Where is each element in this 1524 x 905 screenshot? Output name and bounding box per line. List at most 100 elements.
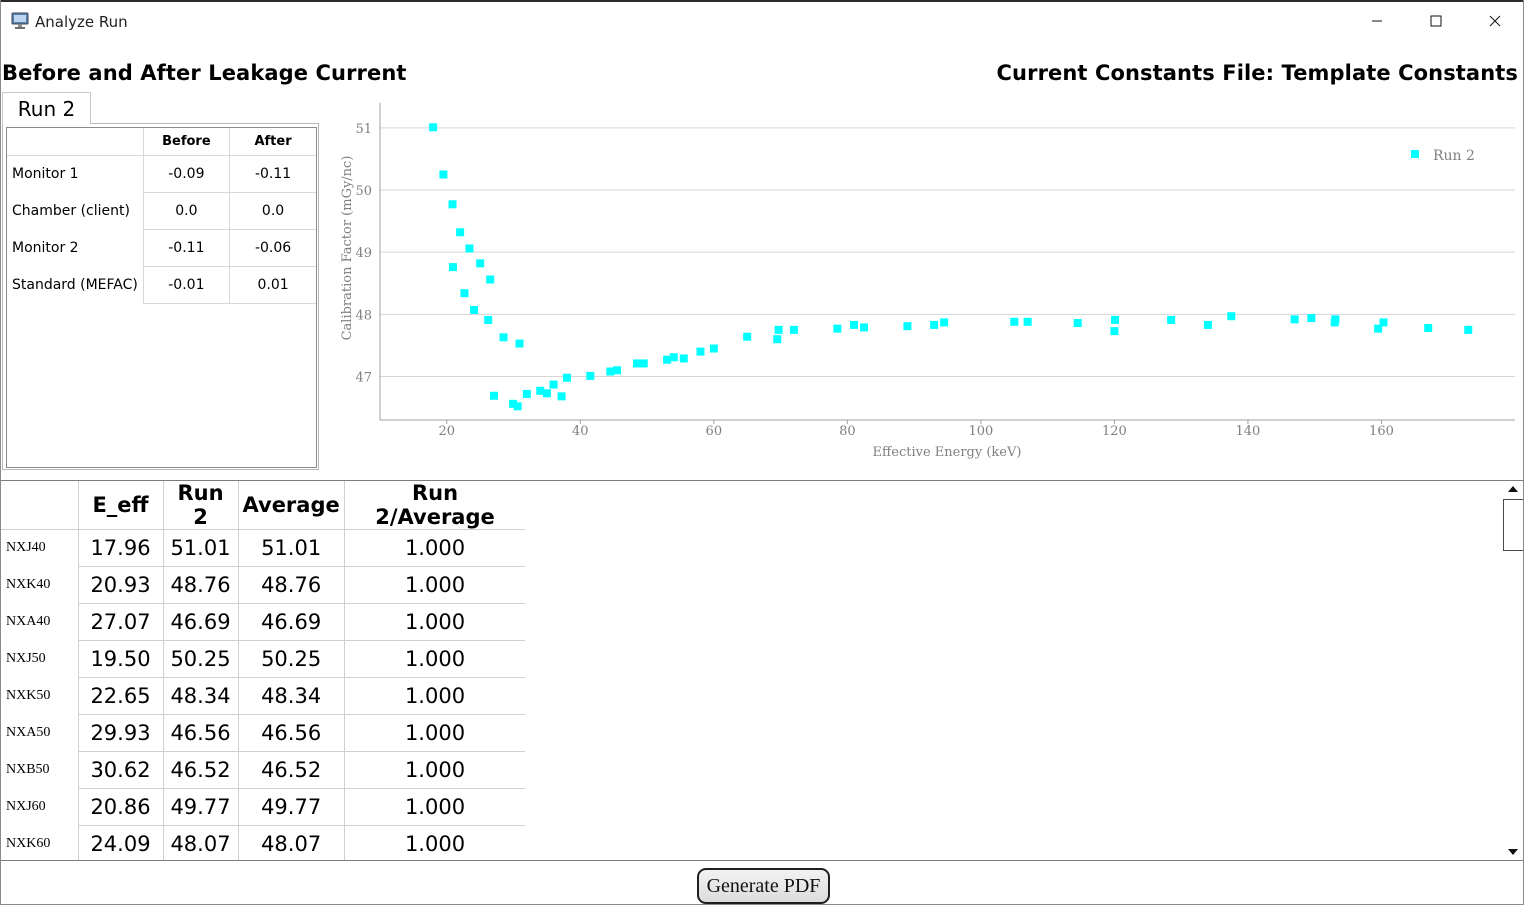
scatter-point[interactable]	[1167, 315, 1176, 324]
column-header-average[interactable]: Average	[237, 481, 345, 530]
table-row[interactable]: NXB50 30.62 46.52 46.52 1.000	[0, 751, 526, 789]
scatter-point[interactable]	[850, 320, 859, 329]
run-cell[interactable]: 46.69	[162, 603, 238, 641]
scatter-point[interactable]	[515, 339, 524, 348]
scatter-point[interactable]	[940, 318, 949, 327]
row-header[interactable]: NXK50	[6, 688, 51, 703]
scatter-point[interactable]	[930, 320, 939, 329]
run-cell[interactable]: 48.07	[162, 825, 238, 860]
scatter-point[interactable]	[1023, 317, 1032, 326]
scatter-point[interactable]	[513, 402, 522, 411]
scatter-point[interactable]	[1374, 324, 1383, 333]
leakage-before-cell[interactable]: 0.0	[142, 192, 230, 230]
scatter-point[interactable]	[709, 344, 718, 353]
average-cell[interactable]: 48.07	[237, 825, 345, 860]
scatter-point[interactable]	[633, 359, 642, 368]
leakage-before-cell[interactable]: -0.01	[142, 266, 230, 304]
scroll-down-arrow-icon[interactable]	[1507, 846, 1519, 858]
scatter-point[interactable]	[743, 332, 752, 341]
scatter-point[interactable]	[476, 259, 485, 268]
leakage-before-cell[interactable]: -0.09	[142, 155, 230, 193]
leakage-before-cell[interactable]: -0.11	[142, 229, 230, 267]
scatter-point[interactable]	[509, 399, 518, 408]
row-header[interactable]: NXB50	[6, 762, 50, 777]
close-button[interactable]	[1466, 2, 1524, 40]
scatter-point[interactable]	[639, 359, 648, 368]
eeff-cell[interactable]: 29.93	[77, 714, 163, 752]
table-row[interactable]: NXK40 20.93 48.76 48.76 1.000	[0, 566, 526, 604]
leakage-after-cell[interactable]: 0.01	[229, 266, 316, 304]
ratio-cell[interactable]: 1.000	[343, 603, 526, 641]
scatter-point[interactable]	[522, 389, 531, 398]
ratio-cell[interactable]: 1.000	[343, 640, 526, 678]
scatter-point[interactable]	[456, 228, 465, 237]
scroll-thumb[interactable]	[1503, 499, 1523, 551]
ratio-cell[interactable]: 1.000	[343, 825, 526, 860]
scatter-point[interactable]	[536, 386, 545, 395]
run-cell[interactable]: 50.25	[162, 640, 238, 678]
ratio-cell[interactable]: 1.000	[343, 677, 526, 715]
column-header-run-2[interactable]: Run 2	[162, 481, 238, 530]
run-cell[interactable]: 48.76	[162, 566, 238, 604]
eeff-cell[interactable]: 20.86	[77, 788, 163, 826]
scatter-point[interactable]	[1073, 319, 1082, 328]
average-cell[interactable]: 46.69	[237, 603, 345, 641]
row-header[interactable]: NXA40	[6, 614, 51, 629]
scroll-up-arrow-icon[interactable]	[1507, 483, 1519, 495]
table-row[interactable]: NXK50 22.65 48.34 48.34 1.000	[0, 677, 526, 715]
table-row[interactable]: NXJ60 20.86 49.77 49.77 1.000	[0, 788, 526, 826]
scatter-point[interactable]	[439, 170, 448, 179]
scatter-point[interactable]	[470, 305, 479, 314]
scatter-point[interactable]	[1331, 315, 1340, 324]
table-row[interactable]: NXA40 27.07 46.69 46.69 1.000	[0, 603, 526, 641]
eeff-cell[interactable]: 20.93	[77, 566, 163, 604]
scatter-point[interactable]	[448, 200, 457, 209]
results-vertical-scrollbar[interactable]	[1503, 481, 1523, 860]
scatter-point[interactable]	[860, 323, 869, 332]
scatter-point[interactable]	[1290, 315, 1299, 324]
scatter-point[interactable]	[1110, 327, 1119, 336]
scatter-point[interactable]	[679, 354, 688, 363]
scatter-point[interactable]	[465, 244, 474, 253]
calibration-scatter-chart[interactable]: 47 48 49 50 51 20 40 60 80 100 120 140 160 Effectiv…	[330, 95, 1520, 475]
scatter-point[interactable]	[1203, 320, 1212, 329]
scatter-point[interactable]	[1010, 317, 1019, 326]
scatter-point[interactable]	[1111, 315, 1120, 324]
scatter-point[interactable]	[663, 355, 672, 364]
leakage-after-cell[interactable]: -0.11	[229, 155, 316, 193]
leakage-after-cell[interactable]: -0.06	[229, 229, 316, 267]
run-cell[interactable]: 51.01	[162, 529, 238, 567]
scatter-point[interactable]	[773, 335, 782, 344]
scatter-point[interactable]	[613, 366, 622, 375]
ratio-cell[interactable]: 1.000	[343, 714, 526, 752]
scatter-point[interactable]	[484, 315, 493, 324]
generate-pdf-button[interactable]: Generate PDF	[697, 868, 830, 904]
scatter-point[interactable]	[562, 373, 571, 382]
scatter-point[interactable]	[789, 325, 798, 334]
eeff-cell[interactable]: 30.62	[77, 751, 163, 789]
row-header[interactable]: NXJ50	[6, 651, 46, 666]
table-row[interactable]: NXJ50 19.50 50.25 50.25 1.000	[0, 640, 526, 678]
run-cell[interactable]: 48.34	[162, 677, 238, 715]
eeff-cell[interactable]: 24.09	[77, 825, 163, 860]
scatter-point[interactable]	[549, 380, 558, 389]
scatter-point[interactable]	[833, 324, 842, 333]
row-header[interactable]: NXK60	[6, 836, 51, 851]
table-row[interactable]: NXJ40 17.96 51.01 51.01 1.000	[0, 529, 526, 567]
row-header[interactable]: NXJ60	[6, 799, 46, 814]
average-cell[interactable]: 49.77	[237, 788, 345, 826]
average-cell[interactable]: 51.01	[237, 529, 345, 567]
run-cell[interactable]: 46.52	[162, 751, 238, 789]
eeff-cell[interactable]: 17.96	[77, 529, 163, 567]
row-header[interactable]: NXK40	[6, 577, 51, 592]
scatter-point[interactable]	[696, 347, 705, 356]
column-header-eeff[interactable]: E_eff	[77, 481, 163, 530]
scatter-point[interactable]	[606, 367, 615, 376]
eeff-cell[interactable]: 19.50	[77, 640, 163, 678]
row-header[interactable]: NXJ40	[6, 540, 46, 556]
table-row[interactable]: NXK60 24.09 48.07 48.07 1.000	[0, 825, 526, 860]
results-grid[interactable]: E_eff Run 2 Average Run 2/Average NXJ40 …	[0, 480, 1524, 861]
tab-run-2[interactable]: Run 2	[2, 92, 91, 124]
scatter-point[interactable]	[486, 275, 495, 284]
ratio-cell[interactable]: 1.000	[343, 788, 526, 826]
